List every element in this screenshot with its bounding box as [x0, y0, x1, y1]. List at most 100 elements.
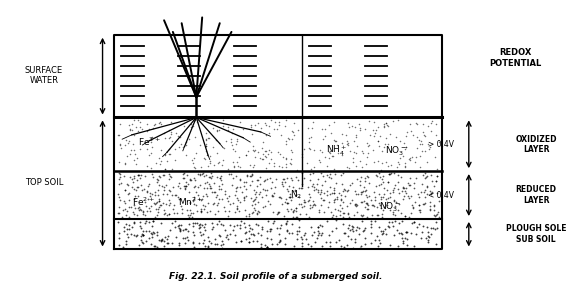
Point	[300, 199, 309, 204]
Point	[148, 219, 158, 224]
Point	[250, 206, 259, 210]
Point	[317, 150, 326, 155]
Point	[338, 210, 347, 215]
Point	[122, 209, 131, 213]
Point	[189, 233, 199, 238]
Point	[182, 235, 192, 240]
Point	[336, 173, 345, 177]
Point	[160, 136, 169, 141]
Point	[130, 173, 139, 178]
Point	[304, 185, 313, 189]
Point	[122, 182, 131, 187]
Point	[129, 175, 138, 180]
Point	[237, 218, 246, 223]
Point	[128, 179, 138, 184]
Point	[400, 164, 410, 169]
Point	[281, 142, 291, 146]
Point	[152, 213, 162, 217]
Point	[304, 198, 313, 203]
Point	[292, 229, 301, 233]
Point	[292, 214, 301, 219]
Point	[174, 223, 183, 228]
Text: Fig. 22.1. Soil profile of a submerged soil.: Fig. 22.1. Soil profile of a submerged s…	[169, 272, 382, 281]
Point	[154, 188, 163, 192]
Point	[275, 226, 285, 231]
Point	[178, 228, 188, 233]
Point	[281, 222, 291, 226]
Point	[229, 160, 238, 164]
Point	[204, 201, 213, 205]
Point	[156, 220, 166, 225]
Point	[343, 226, 353, 231]
Point	[404, 183, 414, 188]
Point	[336, 197, 346, 202]
Point	[315, 210, 324, 215]
Point	[130, 194, 139, 199]
Point	[292, 215, 302, 219]
Point	[291, 193, 301, 197]
Point	[210, 201, 219, 206]
Point	[394, 231, 404, 235]
Point	[190, 178, 199, 183]
Point	[389, 189, 398, 194]
Point	[278, 180, 287, 185]
Point	[151, 201, 160, 206]
Point	[113, 220, 122, 224]
Point	[287, 156, 296, 161]
Point	[142, 147, 152, 151]
Point	[130, 148, 139, 152]
Point	[282, 228, 291, 232]
Point	[385, 243, 394, 248]
Point	[224, 193, 234, 198]
Point	[271, 120, 280, 124]
Point	[224, 209, 234, 213]
Point	[141, 218, 151, 223]
Point	[353, 192, 362, 197]
Point	[379, 186, 389, 191]
Point	[214, 197, 223, 201]
Point	[421, 171, 430, 176]
Point	[370, 131, 380, 136]
Point	[211, 195, 220, 200]
Point	[413, 135, 422, 139]
Point	[201, 144, 210, 148]
Point	[345, 166, 354, 171]
Point	[172, 193, 181, 197]
Point	[200, 238, 209, 242]
Point	[230, 149, 240, 153]
Point	[255, 189, 265, 194]
Point	[261, 177, 270, 182]
Point	[247, 196, 256, 201]
Point	[431, 220, 440, 224]
Point	[132, 233, 141, 238]
Point	[248, 144, 257, 148]
Point	[173, 133, 182, 138]
Point	[326, 171, 335, 176]
Point	[357, 191, 366, 196]
Point	[145, 209, 154, 214]
Point	[197, 222, 206, 227]
Point	[286, 207, 295, 211]
Point	[266, 157, 275, 162]
Point	[409, 181, 418, 186]
Point	[227, 182, 236, 187]
Point	[410, 186, 419, 190]
Point	[378, 180, 387, 185]
Point	[308, 184, 317, 189]
Point	[114, 242, 123, 247]
Point	[187, 124, 196, 129]
Point	[397, 231, 407, 236]
Point	[130, 133, 139, 137]
Point	[285, 192, 295, 197]
Point	[305, 192, 314, 197]
Point	[182, 207, 192, 212]
Point	[221, 209, 230, 213]
Point	[176, 227, 185, 232]
Point	[374, 171, 384, 175]
Point	[248, 173, 257, 177]
Point	[167, 241, 176, 246]
Point	[432, 213, 441, 217]
Point	[306, 244, 316, 248]
Point	[275, 231, 284, 236]
Point	[174, 225, 183, 230]
